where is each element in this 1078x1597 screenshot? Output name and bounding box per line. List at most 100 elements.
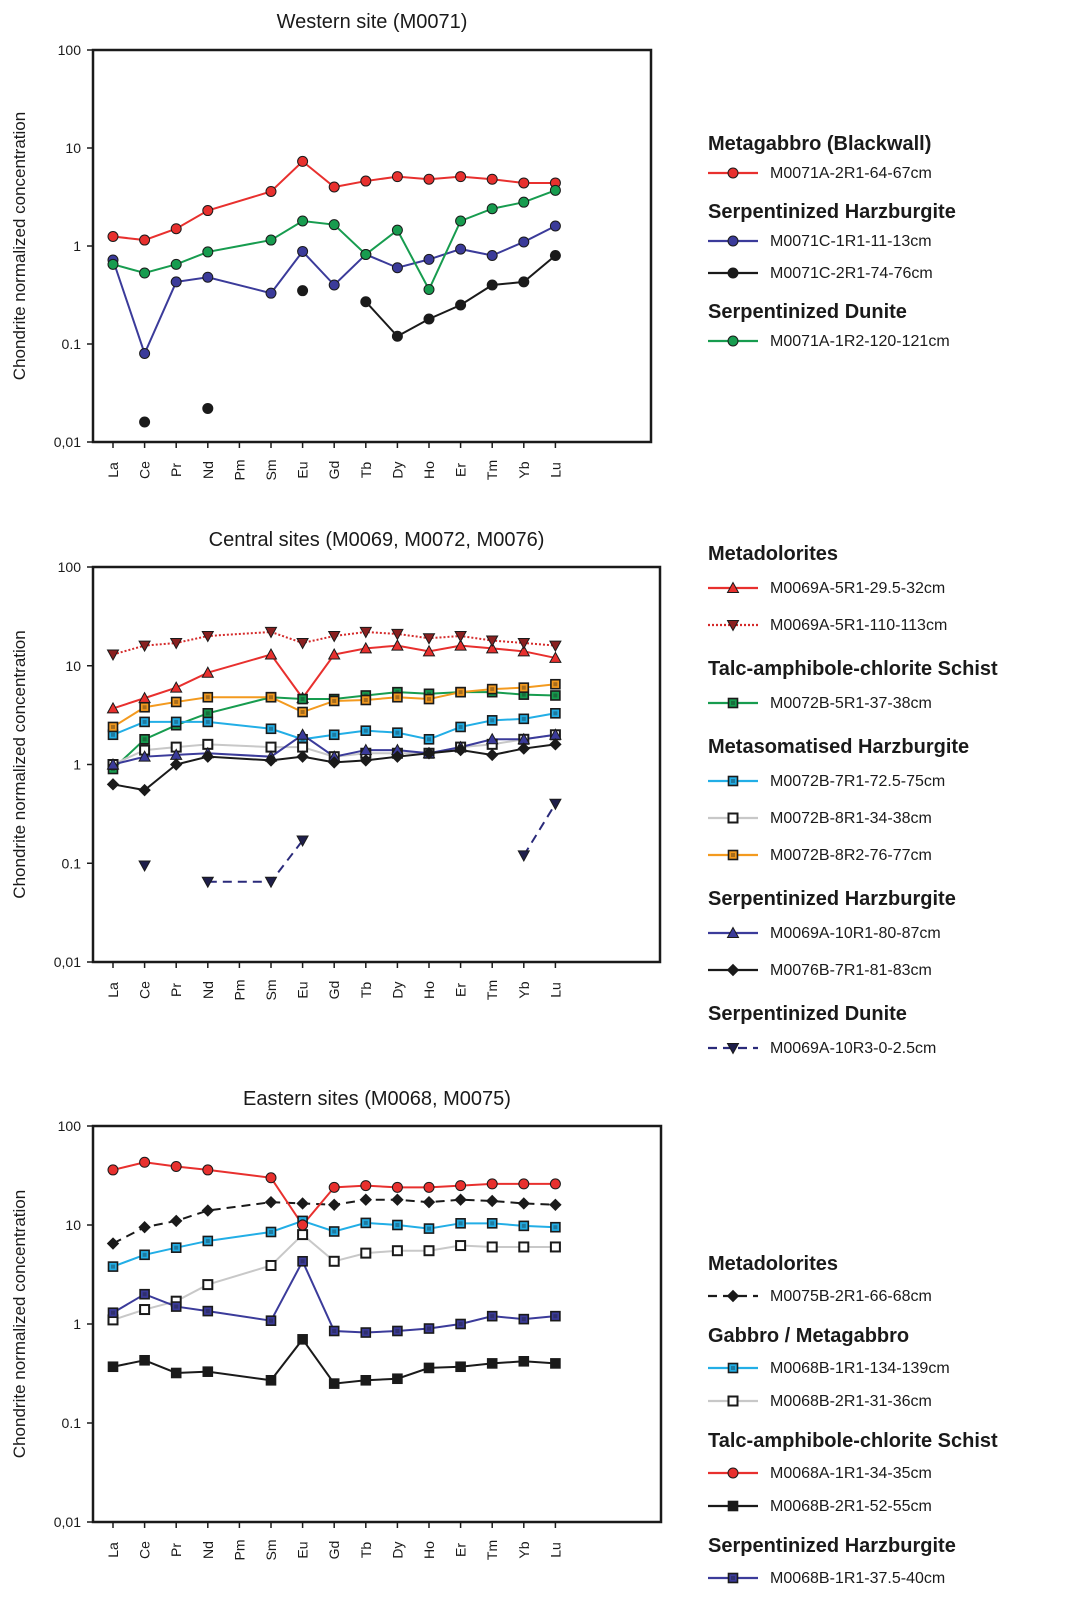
data-point-marker (170, 696, 182, 708)
data-point-marker (454, 631, 467, 643)
data-point-marker (107, 1307, 119, 1319)
x-tick-label: Eu (295, 981, 311, 998)
plot-frame (91, 1124, 663, 1524)
data-point-marker (391, 639, 404, 651)
data-point-marker (201, 750, 215, 763)
legend-entry-label: M0071A-1R2-120-121cm (770, 333, 950, 350)
data-point-marker-center (174, 719, 179, 724)
data-point-marker (139, 347, 151, 359)
data-point-marker (360, 694, 372, 706)
data-point-marker-center (395, 1328, 400, 1333)
data-point-marker (169, 681, 183, 693)
x-tick-label: Yb (516, 981, 532, 998)
y-tick-label: 1 (73, 238, 81, 254)
x-tick-label: Yb (516, 1541, 532, 1558)
y-tick-label: 100 (58, 559, 82, 575)
data-point-marker (328, 279, 340, 291)
legend-entry-label: M0068B-2R1-52-55cm (770, 1498, 932, 1515)
data-point-marker (727, 335, 739, 347)
data-point-marker (297, 1219, 309, 1231)
legend-entry-label: M0071A-2R1-64-67cm (770, 165, 932, 182)
y-axis-label: Chondrite normalized concentration (10, 630, 29, 898)
legend: Metadolorites M0069A-5R1-29.5-32cm M0069A-… (708, 543, 998, 1057)
data-point-marker-center (111, 1310, 115, 1315)
series-line (112, 189, 556, 292)
data-point-marker (170, 1242, 182, 1253)
data-point-marker-center (490, 1221, 495, 1226)
x-tick-label: Pm (231, 1540, 247, 1561)
data-point-marker (106, 778, 120, 791)
data-point-marker (296, 835, 309, 848)
x-tick-label: Pm (231, 460, 247, 481)
data-point-marker (264, 876, 278, 889)
x-tick-label: Gd (326, 461, 342, 480)
data-point-marker (297, 155, 309, 167)
data-point-marker-center (427, 697, 431, 702)
data-point-marker (391, 1181, 403, 1193)
data-point-marker (550, 707, 561, 719)
data-point-marker (265, 1315, 277, 1326)
data-point-marker (517, 850, 531, 862)
legend-heading: Serpentinized Harzburgite (708, 201, 956, 223)
data-point-marker (327, 1198, 341, 1211)
data-point-marker (455, 215, 467, 227)
y-tick-label: 100 (58, 1118, 82, 1134)
data-point-marker (455, 171, 467, 183)
data-point-marker-center (269, 695, 273, 700)
y-tick-label: 10 (65, 658, 81, 674)
data-point-marker (486, 1218, 498, 1229)
data-point-marker-center (205, 719, 210, 724)
legend-entry-label: M0068B-1R1-37.5-40cm (770, 1570, 945, 1587)
data-point-marker (359, 754, 373, 767)
x-tick-label: Nd (200, 461, 216, 479)
data-point-marker (549, 1198, 562, 1211)
data-point-marker (297, 285, 309, 297)
data-point-marker (391, 1245, 403, 1257)
x-tick-label: Ce (137, 1541, 153, 1559)
data-point-marker-center (205, 1309, 210, 1314)
data-point-marker-center (111, 1264, 115, 1269)
legend-heading: Metadolorites (708, 543, 838, 565)
data-point-marker (486, 1310, 498, 1322)
data-point-marker (138, 750, 151, 762)
data-point-marker (485, 748, 499, 762)
plot-frame (91, 565, 662, 964)
data-point-marker (264, 647, 278, 660)
data-point-marker (727, 812, 739, 824)
data-point-marker-center (142, 705, 147, 710)
data-point-marker (518, 1241, 530, 1253)
data-point-marker (455, 1218, 466, 1229)
data-point-marker-center (300, 697, 305, 702)
data-point-marker (106, 701, 120, 714)
data-point-marker (726, 963, 740, 977)
data-point-marker (727, 167, 739, 179)
x-tick-label: Eu (295, 1541, 311, 1558)
data-point-marker-center (363, 728, 368, 733)
data-point-marker (202, 691, 214, 703)
data-point-marker-center (205, 695, 210, 700)
data-point-marker (423, 313, 435, 325)
data-point-marker (360, 1374, 372, 1386)
data-point-marker (297, 215, 309, 227)
x-tick-label: Dy (389, 461, 405, 478)
data-point-marker-center (458, 690, 463, 695)
data-point-marker (297, 245, 309, 257)
data-point-marker (202, 1366, 214, 1377)
data-point-marker-center (553, 682, 558, 687)
data-point-marker-center (174, 1304, 179, 1309)
data-point-marker (297, 1229, 309, 1241)
legend-entry-label: M0069A-5R1-110-113cm (770, 617, 947, 634)
data-point-marker (550, 1310, 561, 1322)
y-tick-label: 10 (65, 1217, 81, 1233)
y-tick-label: 0.1 (62, 855, 82, 871)
data-point-marker (549, 220, 561, 232)
data-point-marker (202, 716, 214, 728)
data-point-marker (726, 1289, 740, 1303)
data-point-marker (550, 1358, 561, 1369)
data-point-marker (297, 1334, 308, 1345)
data-point-marker (391, 330, 403, 342)
data-point-marker (486, 279, 498, 291)
data-point-marker (265, 1226, 277, 1238)
x-tick-label: Tb (358, 462, 374, 479)
data-point-marker-center (731, 1576, 735, 1580)
